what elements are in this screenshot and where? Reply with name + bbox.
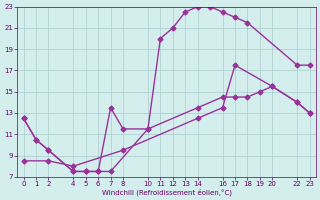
X-axis label: Windchill (Refroidissement éolien,°C): Windchill (Refroidissement éolien,°C) [101, 188, 232, 196]
